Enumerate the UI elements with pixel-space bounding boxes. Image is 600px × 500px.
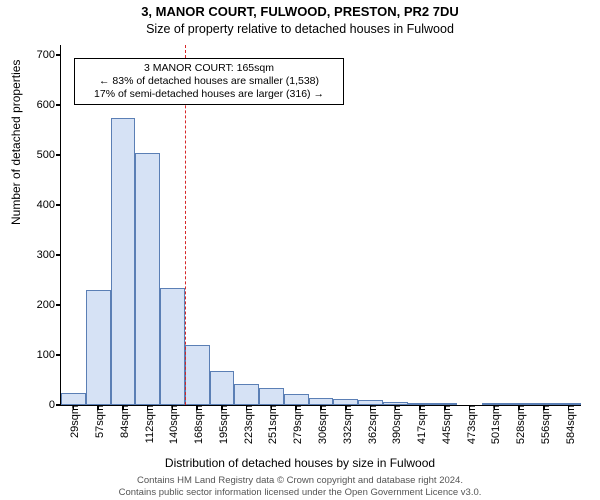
x-tick-label: 556sqm xyxy=(536,405,552,444)
x-tick-label: 29sqm xyxy=(65,405,81,438)
chart-title-main: 3, MANOR COURT, FULWOOD, PRESTON, PR2 7D… xyxy=(0,4,600,19)
annotation-line: 3 MANOR COURT: 165sqm xyxy=(81,62,337,75)
x-tick-label: 473sqm xyxy=(462,405,478,444)
annotation-line: 17% of semi-detached houses are larger (… xyxy=(81,88,337,101)
x-tick-label: 501sqm xyxy=(486,405,502,444)
histogram-bar xyxy=(160,288,185,406)
x-tick-label: 445sqm xyxy=(437,405,453,444)
annotation-box: 3 MANOR COURT: 165sqm← 83% of detached h… xyxy=(74,58,344,105)
histogram-bar xyxy=(111,118,136,406)
histogram-bar xyxy=(234,384,259,406)
chart-title-sub: Size of property relative to detached ho… xyxy=(0,22,600,36)
histogram-bar xyxy=(185,345,210,405)
histogram-bar xyxy=(135,153,160,406)
y-tick-mark xyxy=(56,104,61,106)
y-tick-mark xyxy=(56,154,61,156)
legal-line-2: Contains public sector information licen… xyxy=(0,487,600,498)
x-tick-label: 195sqm xyxy=(214,405,230,444)
x-tick-label: 279sqm xyxy=(288,405,304,444)
x-tick-label: 168sqm xyxy=(189,405,205,444)
x-tick-label: 223sqm xyxy=(239,405,255,444)
x-tick-label: 57sqm xyxy=(90,405,106,438)
x-tick-label: 584sqm xyxy=(561,405,577,444)
x-tick-label: 332sqm xyxy=(338,405,354,444)
x-tick-label: 362sqm xyxy=(363,405,379,444)
histogram-bar xyxy=(210,371,235,405)
x-tick-label: 84sqm xyxy=(115,405,131,438)
legal-line-1: Contains HM Land Registry data © Crown c… xyxy=(0,475,600,486)
x-tick-label: 251sqm xyxy=(263,405,279,444)
x-tick-label: 306sqm xyxy=(313,405,329,444)
x-axis-label: Distribution of detached houses by size … xyxy=(0,456,600,470)
histogram-bar xyxy=(86,290,111,405)
histogram-bar xyxy=(259,388,284,406)
x-tick-label: 140sqm xyxy=(164,405,180,444)
legal-footer: Contains HM Land Registry data © Crown c… xyxy=(0,475,600,498)
x-tick-label: 417sqm xyxy=(412,405,428,444)
annotation-line: ← 83% of detached houses are smaller (1,… xyxy=(81,75,337,88)
x-tick-label: 112sqm xyxy=(140,405,156,443)
x-tick-label: 528sqm xyxy=(511,405,527,444)
histogram-bar xyxy=(284,394,309,405)
y-tick-mark xyxy=(56,254,61,256)
x-tick-label: 390sqm xyxy=(387,405,403,444)
y-tick-mark xyxy=(56,354,61,356)
y-tick-mark xyxy=(56,304,61,306)
histogram-bar xyxy=(309,398,334,405)
histogram-bar xyxy=(61,393,86,406)
y-tick-mark xyxy=(56,54,61,56)
y-tick-mark xyxy=(56,204,61,206)
y-axis-label: Number of detached properties xyxy=(9,60,23,225)
